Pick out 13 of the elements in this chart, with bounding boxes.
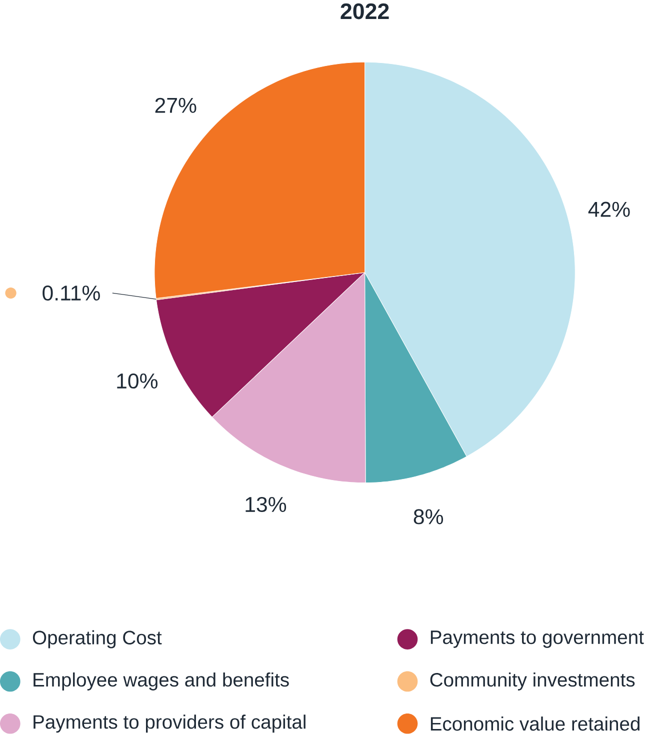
legend-label: Economic value retained [430, 716, 640, 731]
data-label: 0.11% [42, 285, 100, 301]
data-label: 42% [588, 202, 630, 217]
legend-label: Payments to providers of capital [33, 714, 306, 733]
chart-title: 2022 [340, 3, 389, 20]
data-label: 8% [414, 509, 443, 524]
legend-label: Employee wages and benefits [33, 672, 289, 690]
legend-label: Community investments [430, 672, 634, 690]
data-label: 27% [155, 98, 196, 113]
legend-label: Operating Cost [32, 630, 162, 648]
data-label: 10% [117, 373, 158, 389]
data-label: 13% [246, 496, 286, 512]
legend-label: Payments to government [430, 630, 644, 648]
